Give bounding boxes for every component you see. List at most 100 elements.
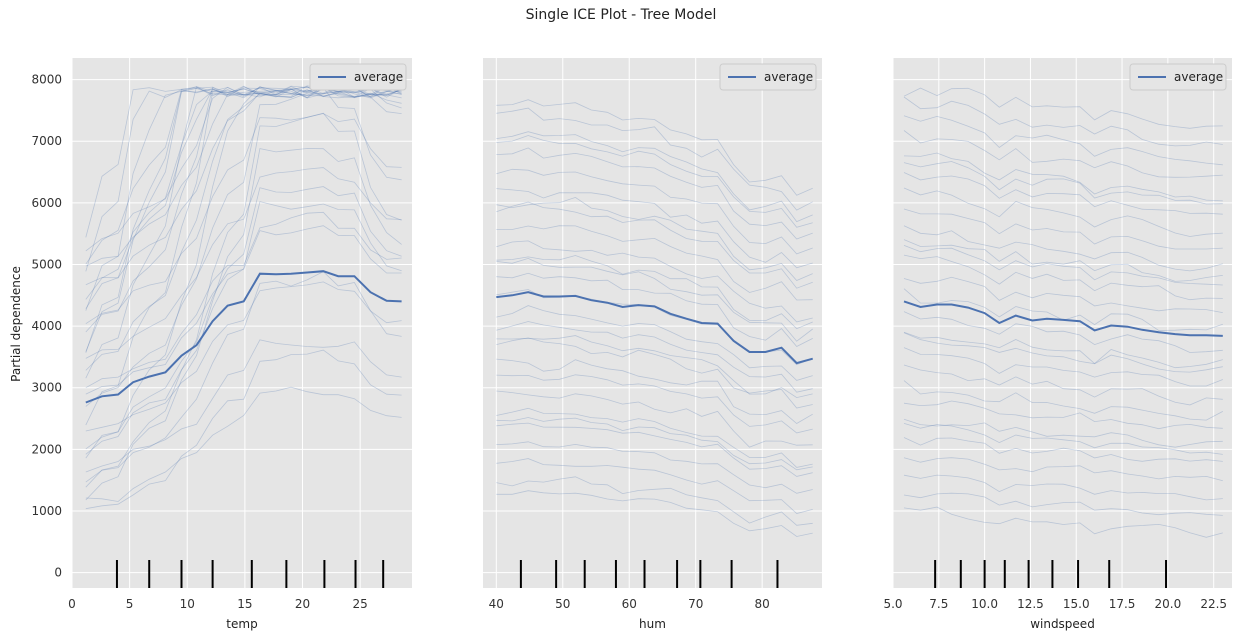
ice-line: [496, 272, 813, 347]
ice-line: [903, 311, 1223, 353]
y-tick-label: 7000: [31, 134, 62, 148]
ice-line: [496, 321, 813, 393]
ice-line: [496, 358, 813, 424]
ice-line: [85, 86, 402, 333]
x-tick-label: 5.0: [883, 597, 902, 611]
x-tick-label: 15: [237, 597, 252, 611]
ice-line: [903, 474, 1223, 501]
ice-line: [496, 407, 813, 468]
ice-line: [496, 458, 813, 514]
ice-line: [903, 492, 1223, 516]
ice-line: [496, 305, 813, 381]
plot-area: [72, 58, 412, 588]
ice-line: [496, 168, 813, 255]
ice-line: [496, 188, 813, 269]
ice-line: [85, 148, 402, 501]
ice-line: [496, 135, 813, 228]
figure-title: Single ICE Plot - Tree Model: [525, 7, 717, 23]
ice-line: [496, 196, 813, 281]
ice-line: [85, 85, 402, 267]
x-axis-label: windspeed: [1030, 617, 1095, 631]
ice-line: [85, 339, 402, 473]
x-tick-label: 40: [489, 597, 504, 611]
ice-line: [496, 422, 813, 477]
ice-line: [903, 87, 1223, 129]
ice-line: [85, 186, 402, 450]
ice-line: [496, 107, 813, 211]
y-tick-label: 6000: [31, 196, 62, 210]
x-tick-label: 22.5: [1200, 597, 1227, 611]
ice-line: [903, 276, 1223, 313]
ice-line: [85, 167, 402, 359]
x-tick-label: 0: [68, 597, 76, 611]
ice-line: [85, 86, 402, 459]
ice-line: [903, 423, 1223, 455]
ice-line: [903, 172, 1223, 215]
ice-line: [903, 187, 1223, 237]
panel-temp: 0 5 10 15 20 25 0 1000 2000 3000 4000 5000 6000 7000 8…: [31, 58, 412, 631]
ice-line: [85, 86, 402, 353]
ice-line: [85, 271, 402, 483]
ice-line: [903, 506, 1223, 538]
ice-line: [496, 99, 813, 196]
ice-line: [85, 87, 402, 300]
ice-line: [496, 390, 813, 448]
ice-line: [496, 225, 813, 301]
ice-line: [496, 257, 813, 342]
ice-line: [903, 245, 1223, 286]
ice-line: [903, 347, 1223, 387]
x-tick-label: 15.0: [1063, 597, 1090, 611]
y-tick-label: 1000: [31, 504, 62, 518]
ice-line: [85, 86, 402, 238]
ice-line: [85, 87, 402, 407]
ice-line: [85, 211, 402, 389]
plot-area: [483, 58, 822, 588]
average-line: [903, 300, 1223, 337]
average-line: [496, 291, 813, 365]
ice-line: [85, 86, 402, 426]
y-tick-label: 3000: [31, 381, 62, 395]
ice-line: [496, 476, 813, 526]
x-tick-label: 60: [622, 597, 637, 611]
x-axis-label: hum: [639, 617, 666, 631]
x-tick-label: 20: [295, 597, 310, 611]
ice-line: [496, 337, 813, 409]
x-tick-label: 70: [688, 597, 703, 611]
ice-line: [903, 161, 1223, 205]
ice-line: [85, 112, 402, 488]
ice-line: [903, 130, 1223, 178]
ice-line: [496, 131, 813, 223]
average-line: [85, 270, 402, 404]
ice-line: [496, 201, 813, 289]
legend-box: [1129, 63, 1227, 91]
x-tick-label: 20.0: [1155, 597, 1182, 611]
y-tick-label: 2000: [31, 442, 62, 456]
ice-line: [496, 255, 813, 330]
legend-box: [309, 63, 407, 91]
ice-line: [85, 86, 402, 352]
x-tick-label: 12.5: [1017, 597, 1044, 611]
y-axis-label: Partial dependence: [9, 266, 23, 382]
ice-line: [903, 364, 1223, 406]
ice-line: [903, 152, 1223, 202]
ice-line: [903, 400, 1223, 430]
ice-line: [85, 281, 402, 432]
x-tick-label: 5: [126, 597, 134, 611]
x-tick-label: 25: [352, 597, 367, 611]
y-tick-label: 0: [54, 566, 62, 580]
x-axis-label: temp: [226, 617, 257, 631]
ice-line: [903, 380, 1223, 421]
ice-line: [496, 240, 813, 323]
y-tick-label: 5000: [31, 257, 62, 271]
ice-line: [903, 239, 1223, 282]
ice-line: [85, 113, 402, 325]
ice-line: [496, 441, 813, 494]
ice-line: [496, 147, 813, 240]
ice-line: [496, 335, 813, 399]
y-tick-label: 4000: [31, 319, 62, 333]
x-tick-label: 10.0: [971, 597, 998, 611]
ice-line: [903, 332, 1223, 373]
ice-line: [903, 254, 1223, 301]
ice-line: [903, 457, 1223, 482]
